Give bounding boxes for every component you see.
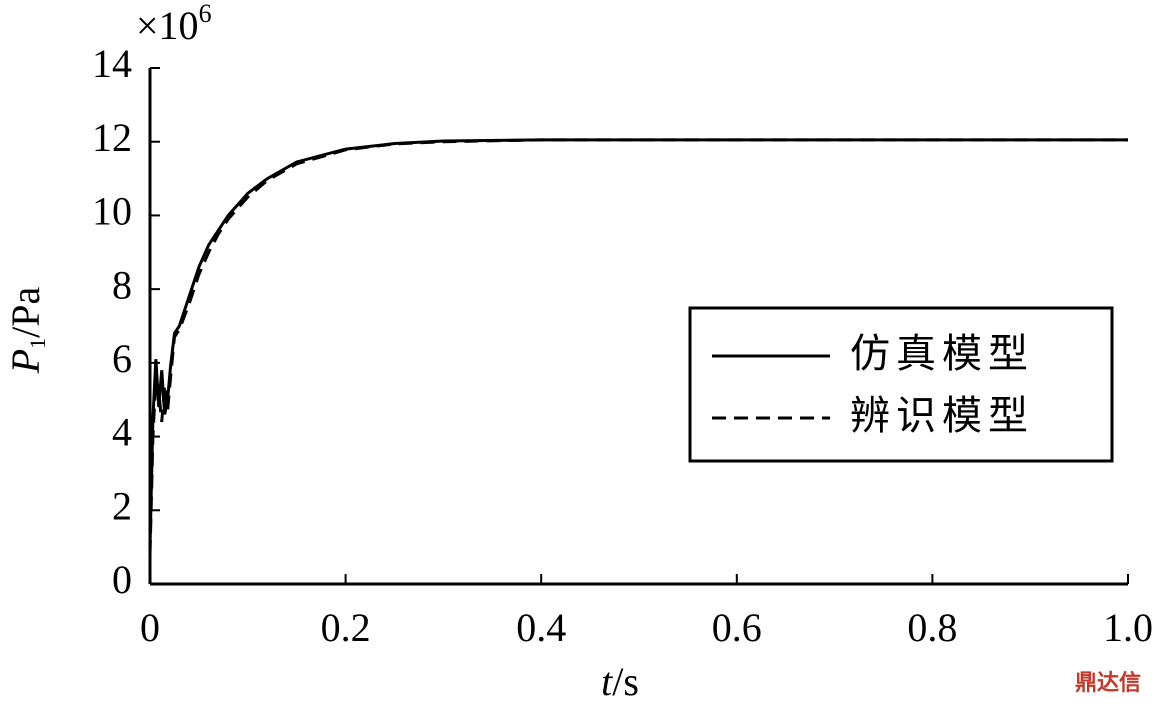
x-tick-label: 0.4 [516,605,566,650]
y-tick-label: 14 [92,41,132,86]
legend-label: 仿真模型 [850,331,1034,377]
y-tick-label: 0 [112,557,132,602]
y-tick-label: 10 [92,189,132,234]
watermark: 鼎达信 [1075,670,1141,696]
y-label-symbol: P [3,349,48,374]
multiplier-exponent: 6 [199,0,212,28]
y-axis-label: P1/Pa [3,286,50,374]
series-line [148,138,1128,548]
y-tick-label: 6 [112,336,132,381]
x-label-unit: /s [612,659,639,704]
y-label-unit: /Pa [3,286,48,337]
legend-box [688,306,1114,463]
multiplier-base: ×10 [136,3,199,48]
series-line [148,138,1128,555]
legend-label: 辨识模型 [850,393,1034,439]
y-label-subscript: 1 [25,338,50,349]
x-axis-label: t/s [601,659,639,704]
y-tick-label: 2 [112,483,132,528]
x-tick-label: 1.0 [1103,605,1153,650]
y-multiplier: ×106 [136,0,212,48]
x-tick-label: 0.8 [907,605,957,650]
y-tick-label: 4 [112,410,132,455]
x-tick-label: 0.2 [321,605,371,650]
x-tick-label: 0 [140,605,160,650]
y-tick-label: 12 [92,115,132,160]
y-tick-label: 8 [112,262,132,307]
x-tick-label: 0.6 [712,605,762,650]
x-label-symbol: t [601,659,613,704]
